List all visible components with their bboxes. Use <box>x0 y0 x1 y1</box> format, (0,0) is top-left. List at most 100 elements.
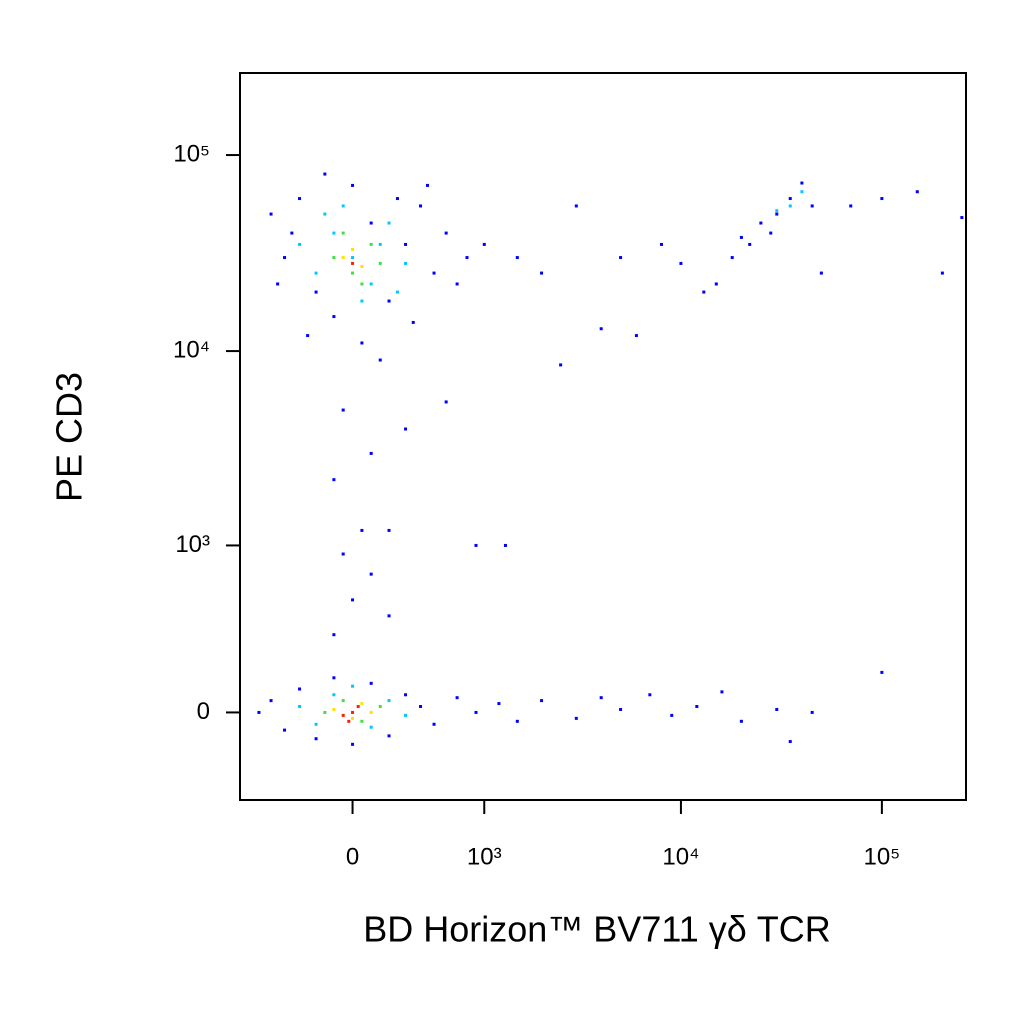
data-point <box>748 242 752 246</box>
data-point <box>351 716 355 720</box>
data-point <box>739 235 743 239</box>
data-point <box>395 290 399 294</box>
data-point <box>298 197 302 201</box>
data-point <box>351 183 355 187</box>
data-point <box>332 478 336 482</box>
plot-frame <box>239 72 967 801</box>
data-point <box>369 451 373 455</box>
data-point <box>540 271 544 275</box>
data-point <box>769 231 773 235</box>
data-point <box>714 282 718 286</box>
data-point <box>759 221 763 225</box>
data-point <box>378 705 382 709</box>
data-point <box>775 707 779 711</box>
data-point <box>360 299 364 303</box>
data-point <box>269 212 273 216</box>
data-point <box>720 690 724 694</box>
data-point <box>351 271 355 275</box>
data-point <box>332 633 336 637</box>
data-point <box>323 172 327 176</box>
data-point <box>369 242 373 246</box>
data-point <box>540 699 544 703</box>
data-point <box>306 334 310 338</box>
data-point <box>378 358 382 362</box>
x-tick-label: 10⁵ <box>864 843 901 870</box>
data-point <box>404 713 408 717</box>
data-point <box>387 614 391 618</box>
data-point <box>360 528 364 532</box>
data-point <box>369 710 373 714</box>
data-point <box>659 242 663 246</box>
data-point <box>360 282 364 286</box>
data-point <box>387 528 391 532</box>
data-point <box>425 183 429 187</box>
data-point <box>880 670 884 674</box>
y-tick-label: 10³ <box>175 531 210 558</box>
data-point <box>788 197 792 201</box>
data-point <box>341 699 345 703</box>
data-point <box>332 693 336 697</box>
data-point <box>810 204 814 208</box>
data-point <box>341 552 345 556</box>
data-point <box>695 705 699 709</box>
data-point <box>404 261 408 265</box>
data-point <box>775 209 779 213</box>
y-tick-label: 0 <box>197 698 210 725</box>
data-point <box>679 261 683 265</box>
data-point <box>369 681 373 685</box>
data-point <box>455 696 459 700</box>
data-point <box>356 705 360 709</box>
data-point <box>378 261 382 265</box>
data-point <box>387 734 391 738</box>
data-point <box>788 204 792 208</box>
y-tick-label: 10⁴ <box>173 336 210 363</box>
data-point <box>257 710 261 714</box>
data-point <box>880 197 884 201</box>
data-point <box>351 710 355 714</box>
data-point <box>351 261 355 265</box>
y-axis-label: PE CD3 <box>49 372 90 502</box>
data-point <box>515 719 519 723</box>
data-point <box>404 242 408 246</box>
data-point <box>332 315 336 319</box>
data-point <box>559 363 563 367</box>
data-point <box>351 598 355 602</box>
data-point <box>482 242 486 246</box>
data-point <box>276 282 280 286</box>
data-point <box>940 271 944 275</box>
data-point <box>341 231 345 235</box>
data-point <box>670 713 674 717</box>
data-point <box>634 334 638 338</box>
x-tick-label: 10⁴ <box>662 843 699 870</box>
data-point <box>474 543 478 547</box>
data-point <box>360 702 364 706</box>
data-point <box>819 271 823 275</box>
data-point <box>387 699 391 703</box>
data-point <box>599 696 603 700</box>
data-point <box>351 684 355 688</box>
data-point <box>395 197 399 201</box>
data-point <box>369 282 373 286</box>
data-point <box>323 710 327 714</box>
data-point <box>332 707 336 711</box>
data-point <box>915 190 919 194</box>
data-point <box>332 231 336 235</box>
data-point <box>369 572 373 576</box>
data-point <box>387 221 391 225</box>
data-point <box>314 737 318 741</box>
data-point <box>351 256 355 260</box>
data-point <box>269 699 273 703</box>
data-point <box>574 716 578 720</box>
data-point <box>387 299 391 303</box>
data-point <box>574 204 578 208</box>
data-point <box>619 707 623 711</box>
data-point <box>788 740 792 744</box>
data-point <box>283 256 287 260</box>
data-point <box>455 282 459 286</box>
data-point <box>432 271 436 275</box>
data-point <box>432 722 436 726</box>
data-point <box>474 710 478 714</box>
data-point <box>351 742 355 746</box>
data-point <box>444 400 448 404</box>
data-point <box>314 722 318 726</box>
